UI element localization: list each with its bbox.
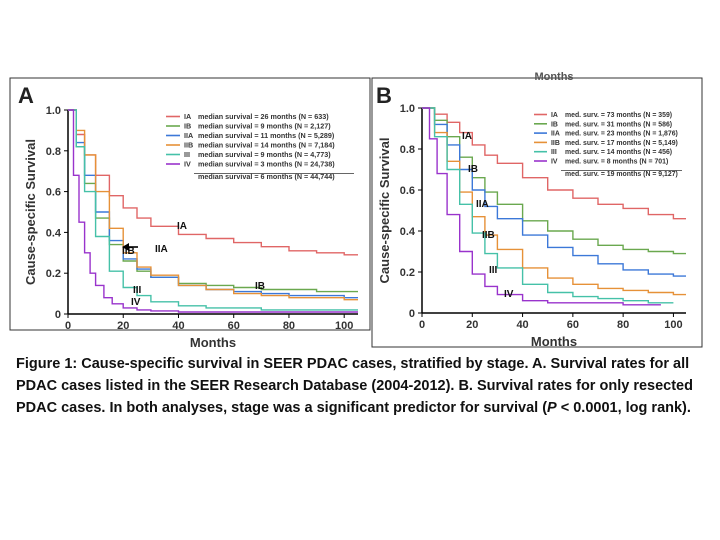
- caption-text-end: < 0.0001, log rank).: [556, 400, 691, 416]
- y-tick-label: 1.0: [46, 105, 61, 117]
- series-iii-line: [422, 107, 674, 304]
- curve-annotation: IB: [255, 281, 265, 292]
- y-axis-label: Cause-specific Survival: [23, 139, 38, 285]
- curve-annotation: IA: [462, 131, 472, 142]
- legend-text: med. surv. = 23 months (N = 1,876): [565, 131, 678, 138]
- panel-letter: B: [376, 83, 392, 108]
- legend-text: med. surv. = 8 months (N = 701): [565, 159, 668, 166]
- panel-letter: A: [18, 83, 34, 108]
- curve-annotation: III: [133, 285, 142, 296]
- y-tick-label: 1.0: [400, 103, 415, 115]
- y-tick-label: 0: [409, 308, 415, 320]
- figure: A 0 20 40 60 80 100 0 0.2 0.4 0.6 0.8 1.0 Months Cause…: [9, 71, 703, 350]
- curve-annotation: IV: [504, 289, 514, 300]
- x-tick-label: 100: [664, 319, 682, 331]
- x-tick-label: 0: [419, 319, 425, 331]
- x-tick-label: 20: [117, 320, 129, 332]
- y-axis-label: Cause-specific Survival: [377, 138, 392, 284]
- legend-stage: IB: [184, 122, 191, 131]
- series-iib-line: [68, 109, 358, 301]
- chart-panel-b: B Months 0 20 40 60 80 100 0 0.2 0.4 0.6 0.8 1.0 Month…: [371, 71, 703, 349]
- x-tick-label: 100: [335, 320, 353, 332]
- curve-annotation: III: [489, 265, 498, 276]
- y-tick-label: 0.8: [46, 146, 61, 158]
- x-tick-label: 80: [283, 320, 295, 332]
- series-iv-line: [422, 107, 661, 306]
- y-tick-label: 0.4: [400, 226, 416, 238]
- series-iib-line: [422, 107, 686, 296]
- series-ib-line: [422, 107, 686, 255]
- x-tick-label: 40: [516, 319, 528, 331]
- y-tick-label: 0.2: [46, 268, 61, 280]
- legend-stage: IA: [184, 112, 191, 121]
- x-tick-label: 80: [617, 319, 629, 331]
- chart-panel-a: A 0 20 40 60 80 100 0 0.2 0.4 0.6 0.8 1.0 Months Cause…: [9, 77, 371, 350]
- legend-text: med. surv. = 14 months (N = 456): [565, 149, 672, 156]
- curve-annotation: IA: [177, 221, 187, 232]
- y-tick-label: 0.6: [400, 185, 415, 197]
- x-tick-label: 60: [567, 319, 579, 331]
- y-tick-label: 0.6: [46, 187, 61, 199]
- legend-footer: median survival = 6 months (N = 44,744): [198, 172, 335, 181]
- x-axis-label: Months: [190, 335, 236, 350]
- y-tick-label: 0.4: [46, 227, 62, 239]
- caption-text: Figure 1: Cause-specific survival in SEE…: [16, 356, 693, 416]
- top-clipped-label: Months: [534, 71, 573, 83]
- legend-text: med. surv. = 17 months (N = 5,149): [565, 140, 678, 147]
- series-iv-line: [68, 109, 358, 313]
- annotation-arrow-head: [122, 243, 129, 251]
- caption-p-symbol: P: [547, 400, 557, 416]
- legend-text: median survival = 3 months (N = 24,738): [198, 160, 335, 169]
- series-iii-line: [68, 109, 358, 311]
- x-tick-label: 40: [172, 320, 184, 332]
- x-tick-label: 60: [228, 320, 240, 332]
- panel-frame: [9, 77, 371, 331]
- series-iia-line: [68, 109, 358, 299]
- y-tick-label: 0.8: [400, 144, 415, 156]
- legend-text: median survival = 9 months (N = 2,127): [198, 122, 331, 131]
- legend-stage: III: [184, 150, 190, 159]
- legend-text: med. surv. = 73 months (N = 359): [565, 112, 672, 119]
- legend-stage: IIB: [551, 140, 560, 147]
- legend-footer: med. surv. = 19 months (N = 9,127): [565, 171, 678, 178]
- x-axis-label: Months: [531, 334, 577, 349]
- legend-text: median survival = 14 months (N = 7,184): [198, 141, 335, 150]
- curve-annotation: IIA: [476, 199, 489, 210]
- legend-text: median survival = 11 months (N = 5,289): [198, 131, 335, 140]
- x-tick-label: 0: [65, 320, 71, 332]
- legend-stage: IV: [184, 160, 191, 169]
- x-tick-label: 20: [466, 319, 478, 331]
- legend-stage: IA: [551, 112, 558, 119]
- curve-annotation: IIB: [482, 230, 495, 241]
- panel-frame: [371, 77, 703, 348]
- curve-annotation: IB: [468, 164, 478, 175]
- series-iia-line: [422, 107, 686, 277]
- legend-text: med. surv. = 31 months (N = 586): [565, 121, 672, 128]
- y-tick-label: 0: [55, 309, 61, 321]
- legend-text: median survival = 26 months (N = 633): [198, 112, 329, 121]
- legend-stage: IB: [551, 121, 558, 128]
- legend-stage: IIA: [184, 131, 193, 140]
- legend-stage: IIA: [551, 131, 560, 138]
- curve-annotation: IV: [131, 297, 141, 308]
- legend-text: median survival = 9 months (N = 4,773): [198, 150, 331, 159]
- legend-stage: IV: [551, 159, 558, 166]
- curve-annotation: IIA: [155, 244, 168, 255]
- curve-annotation: IIB: [122, 246, 135, 257]
- series-ia-line: [422, 107, 686, 220]
- legend-stage: IIB: [184, 141, 193, 150]
- y-tick-label: 0.2: [400, 267, 415, 279]
- legend-stage: III: [551, 149, 557, 156]
- figure-caption: Figure 1: Cause-specific survival in SEE…: [16, 353, 706, 419]
